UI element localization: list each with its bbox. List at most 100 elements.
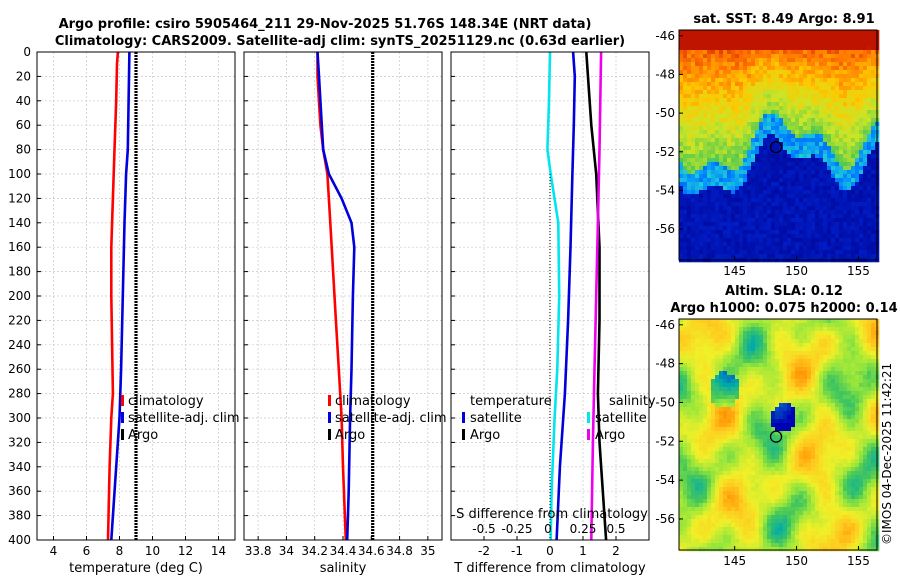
map-cell — [763, 94, 768, 99]
map-cell — [679, 250, 684, 255]
map-cell — [691, 246, 696, 251]
map-cell — [787, 327, 792, 332]
map-cell — [687, 455, 692, 460]
map-cell — [691, 339, 696, 344]
map-cell — [823, 427, 828, 432]
map-cell — [859, 90, 864, 95]
map-cell — [871, 62, 876, 67]
map-cell — [851, 86, 856, 91]
map-cell — [839, 443, 844, 448]
map-cell — [691, 54, 696, 59]
map-cell — [783, 427, 788, 432]
map-cell — [727, 138, 732, 143]
map-cell — [803, 347, 808, 352]
map-cell — [743, 355, 748, 360]
temperature-panel: 4 6 8 10 12 140204060801001201401601802002202… — [8, 45, 240, 576]
map-cell — [771, 222, 776, 227]
map-cell — [827, 130, 832, 135]
map-cell — [707, 150, 712, 155]
map-cell — [791, 395, 796, 400]
map-cell — [807, 323, 812, 328]
map-cell — [679, 114, 684, 119]
map-cell — [839, 98, 844, 103]
map-cell — [851, 371, 856, 376]
map-cell — [723, 138, 728, 143]
map-cell — [767, 74, 772, 79]
map-cell — [815, 335, 820, 340]
map-cell — [751, 387, 756, 392]
map-cell — [839, 246, 844, 251]
map-cell — [867, 110, 872, 115]
map-cell — [695, 34, 700, 39]
map-cell — [795, 234, 800, 239]
map-cell — [767, 94, 772, 99]
map-cell — [743, 174, 748, 179]
map-cell — [747, 435, 752, 440]
map-cell — [831, 443, 836, 448]
map-cell — [715, 74, 720, 79]
map-cell — [707, 46, 712, 51]
map-cell — [807, 142, 812, 147]
map-cell — [707, 455, 712, 460]
map-cell — [699, 435, 704, 440]
map-cell — [691, 78, 696, 83]
map-cell — [835, 122, 840, 127]
map-cell — [719, 58, 724, 63]
map-cell — [767, 150, 772, 155]
map-cell — [855, 110, 860, 115]
y-tick-label: 200 — [8, 289, 31, 303]
map-cell — [859, 238, 864, 243]
map-cell — [823, 62, 828, 67]
map-cell — [679, 166, 684, 171]
map-cell — [823, 331, 828, 336]
map-cell — [767, 431, 772, 436]
map-cell — [735, 351, 740, 356]
map-cell — [703, 114, 708, 119]
map-cell — [759, 170, 764, 175]
map-cell — [823, 178, 828, 183]
map-cell — [851, 62, 856, 67]
map-cell — [807, 106, 812, 111]
map-cell — [727, 78, 732, 83]
map-cell — [723, 74, 728, 79]
map-cell — [775, 347, 780, 352]
map-cell — [735, 182, 740, 187]
map-cell — [871, 319, 876, 324]
map-cell — [711, 98, 716, 103]
map-cell — [799, 234, 804, 239]
map-cell — [827, 415, 832, 420]
map-cell — [775, 122, 780, 127]
map-cell — [739, 206, 744, 211]
map-cell — [843, 327, 848, 332]
map-cell — [739, 399, 744, 404]
map-cell — [807, 411, 812, 416]
map-cell — [823, 110, 828, 115]
map-cell — [831, 391, 836, 396]
map-cell — [775, 54, 780, 59]
map-cell — [795, 415, 800, 420]
map-cell — [731, 351, 736, 356]
map-cell — [867, 443, 872, 448]
map-cell — [855, 250, 860, 255]
map-cell — [751, 118, 756, 123]
map-cell — [831, 190, 836, 195]
map-cell — [811, 202, 816, 207]
map-cell — [859, 407, 864, 412]
map-cell — [715, 375, 720, 380]
map-cell — [819, 134, 824, 139]
map-cell — [779, 455, 784, 460]
map-cell — [795, 359, 800, 364]
map-cell — [679, 455, 684, 460]
map-cell — [735, 194, 740, 199]
map-cell — [855, 391, 860, 396]
map-cell — [703, 391, 708, 396]
map-cell — [783, 106, 788, 111]
map-cell — [787, 98, 792, 103]
map-cell — [771, 415, 776, 420]
map-cell — [715, 254, 720, 259]
map-cell — [799, 206, 804, 211]
map-cell — [771, 355, 776, 360]
map-cell — [703, 443, 708, 448]
map-cell — [787, 122, 792, 127]
map-cell — [839, 323, 844, 328]
